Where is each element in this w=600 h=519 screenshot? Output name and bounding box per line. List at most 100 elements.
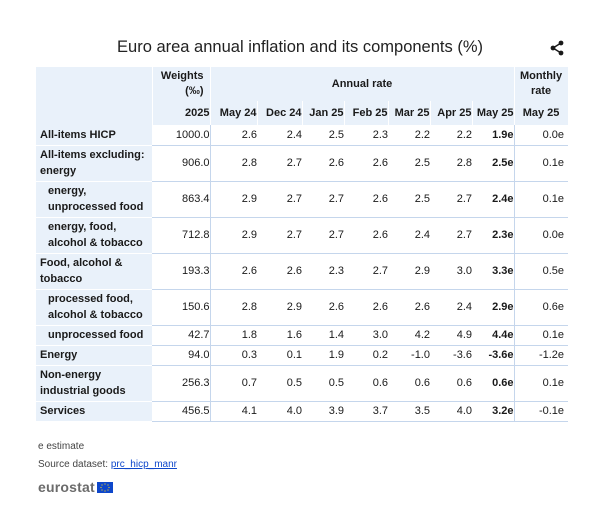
annual-rate-cell: 2.5e bbox=[472, 145, 515, 182]
share-icon[interactable] bbox=[550, 40, 564, 56]
annual-rate-cell: 3.7 bbox=[344, 401, 388, 422]
annual-rate-cell: 2.2 bbox=[430, 125, 472, 146]
inflation-table: Weights (‰) Annual rate Monthly rate 202… bbox=[36, 67, 569, 422]
table-row-non-energy-industrial-goods: Non-energy industrial goods 256.3 0.7 0.5 0.… bbox=[36, 365, 569, 402]
header-month: Dec 24 bbox=[257, 101, 303, 125]
source-line: Source dataset: prc_hicp_manr bbox=[38, 459, 177, 470]
annual-rate-cell: 3.9 bbox=[302, 401, 344, 422]
row-label: All-items excluding: energy bbox=[36, 145, 152, 182]
annual-rate-cell: 2.6 bbox=[302, 289, 344, 326]
annual-rate-cell: 1.9e bbox=[472, 125, 515, 146]
annual-rate-cell: 2.8 bbox=[430, 145, 472, 182]
header-monthly-month: May 25 bbox=[514, 101, 569, 125]
weight-cell: 94.0 bbox=[152, 345, 211, 366]
annual-rate-cell: 1.6 bbox=[257, 325, 302, 346]
monthly-rate-cell: 0.1e bbox=[513, 325, 569, 346]
weight-cell: 193.3 bbox=[152, 253, 211, 290]
annual-rate-cell: 2.5 bbox=[388, 181, 430, 218]
annual-rate-cell: 2.6 bbox=[210, 125, 257, 146]
header-month: May 25 bbox=[472, 101, 515, 125]
annual-rate-cell: -3.6 bbox=[430, 345, 472, 366]
annual-rate-cell: 2.7 bbox=[257, 181, 302, 218]
table-row-unprocessed-food: unprocessed food 42.7 1.8 1.6 1.4 3.0 4.2 4.9 4.… bbox=[36, 325, 569, 346]
header-label-spacer bbox=[36, 101, 153, 125]
row-label: Non-energy industrial goods bbox=[36, 365, 152, 402]
table-row-excl-energy: All-items excluding: energy 906.0 2.8 2.7 2.… bbox=[36, 145, 569, 182]
annual-rate-cell: 2.4 bbox=[257, 125, 302, 146]
annual-rate-cell: 0.7 bbox=[210, 365, 257, 402]
annual-rate-cell: 4.2 bbox=[388, 325, 430, 346]
table-body: All-items HICP 1000.0 2.6 2.4 2.5 2.3 2.2 2.2 1.… bbox=[36, 125, 569, 422]
annual-rate-cell: 2.6 bbox=[344, 217, 388, 254]
annual-rate-cell: 2.4 bbox=[388, 217, 430, 254]
weight-cell: 712.8 bbox=[152, 217, 211, 254]
annual-rate-cell: 4.0 bbox=[257, 401, 302, 422]
annual-rate-cell: 3.0 bbox=[344, 325, 388, 346]
header-month: Jan 25 bbox=[302, 101, 345, 125]
annual-rate-cell: -3.6e bbox=[472, 345, 515, 366]
monthly-rate-cell: 0.1e bbox=[513, 365, 569, 402]
annual-rate-cell: 3.3e bbox=[472, 253, 515, 290]
annual-rate-cell: 2.6 bbox=[344, 289, 388, 326]
table-row-services: Services 456.5 4.1 4.0 3.9 3.7 3.5 4.0 3.2e -0.1e bbox=[36, 401, 569, 422]
header-month: Feb 25 bbox=[344, 101, 389, 125]
row-label: Services bbox=[36, 401, 152, 422]
annual-rate-cell: 4.4e bbox=[472, 325, 515, 346]
header-weights-year: 2025 bbox=[152, 101, 211, 125]
table-row-excl-energy-food-alcohol-tobacco: energy, food, alcohol & tobacco 712.8 2.9 2… bbox=[36, 217, 569, 254]
annual-rate-cell: 0.6 bbox=[344, 365, 388, 402]
annual-rate-cell: 2.8 bbox=[210, 289, 257, 326]
annual-rate-cell: 2.3 bbox=[302, 253, 344, 290]
annual-rate-cell: 2.6 bbox=[344, 145, 388, 182]
annual-rate-cell: 2.7 bbox=[302, 181, 344, 218]
annual-rate-cell: 4.1 bbox=[210, 401, 257, 422]
header-annual-rate: Annual rate bbox=[210, 67, 515, 101]
annual-rate-cell: 2.6 bbox=[302, 145, 344, 182]
table-row-all-items-hicp: All-items HICP 1000.0 2.6 2.4 2.5 2.3 2.2 2.2 1.… bbox=[36, 125, 569, 146]
annual-rate-cell: 4.0 bbox=[430, 401, 472, 422]
annual-rate-cell: 0.2 bbox=[344, 345, 388, 366]
annual-rate-cell: 3.2e bbox=[472, 401, 515, 422]
annual-rate-cell: 0.5 bbox=[257, 365, 302, 402]
annual-rate-cell: 0.6e bbox=[472, 365, 515, 402]
annual-rate-cell: 2.7 bbox=[302, 217, 344, 254]
eurostat-logo[interactable]: eurostat bbox=[38, 479, 113, 495]
annual-rate-cell: 1.4 bbox=[302, 325, 344, 346]
header-weights: Weights (‰) bbox=[152, 67, 211, 101]
eurostat-logo-text: eurostat bbox=[38, 479, 95, 495]
annual-rate-cell: 2.5 bbox=[388, 145, 430, 182]
annual-rate-cell: 2.4 bbox=[430, 289, 472, 326]
row-label: Energy bbox=[36, 345, 152, 366]
annual-rate-cell: 2.6 bbox=[210, 253, 257, 290]
weight-cell: 256.3 bbox=[152, 365, 211, 402]
annual-rate-cell: 0.5 bbox=[302, 365, 344, 402]
source-dataset-link[interactable]: prc_hicp_manr bbox=[110, 459, 177, 470]
weight-cell: 150.6 bbox=[152, 289, 211, 326]
weight-cell: 906.0 bbox=[152, 145, 211, 182]
annual-rate-cell: 2.7 bbox=[430, 217, 472, 254]
annual-rate-cell: 3.5 bbox=[388, 401, 430, 422]
monthly-rate-cell: 0.1e bbox=[513, 181, 569, 218]
annual-rate-cell: 2.9 bbox=[210, 217, 257, 254]
annual-rate-cell: 2.7 bbox=[257, 145, 302, 182]
row-label: Food, alcohol & tobacco bbox=[36, 253, 152, 290]
annual-rate-cell: 2.3e bbox=[472, 217, 515, 254]
footnote-estimate: e estimate bbox=[38, 441, 85, 452]
table-row-food-alcohol-tobacco: Food, alcohol & tobacco 193.3 2.6 2.6 2.3 2.7… bbox=[36, 253, 569, 290]
annual-rate-cell: 2.5 bbox=[302, 125, 344, 146]
monthly-rate-cell: 0.0e bbox=[513, 217, 569, 254]
annual-rate-cell: -1.0 bbox=[388, 345, 430, 366]
annual-rate-cell: 2.9 bbox=[210, 181, 257, 218]
annual-rate-cell: 0.6 bbox=[388, 365, 430, 402]
monthly-rate-cell: 0.0e bbox=[513, 125, 569, 146]
weight-cell: 42.7 bbox=[152, 325, 211, 346]
row-label: processed food, alcohol & tobacco bbox=[36, 289, 152, 326]
table-row-processed-food: processed food, alcohol & tobacco 150.6 2.… bbox=[36, 289, 569, 326]
header-label-spacer bbox=[36, 67, 153, 101]
annual-rate-cell: 2.6 bbox=[388, 289, 430, 326]
monthly-rate-cell: -0.1e bbox=[513, 401, 569, 422]
annual-rate-cell: 2.4e bbox=[472, 181, 515, 218]
table-row-energy: Energy 94.0 0.3 0.1 1.9 0.2 -1.0 -3.6 -3.6e -1.2e bbox=[36, 345, 569, 366]
chart-title: Euro area annual inflation and its compo… bbox=[117, 38, 483, 56]
annual-rate-cell: 1.8 bbox=[210, 325, 257, 346]
